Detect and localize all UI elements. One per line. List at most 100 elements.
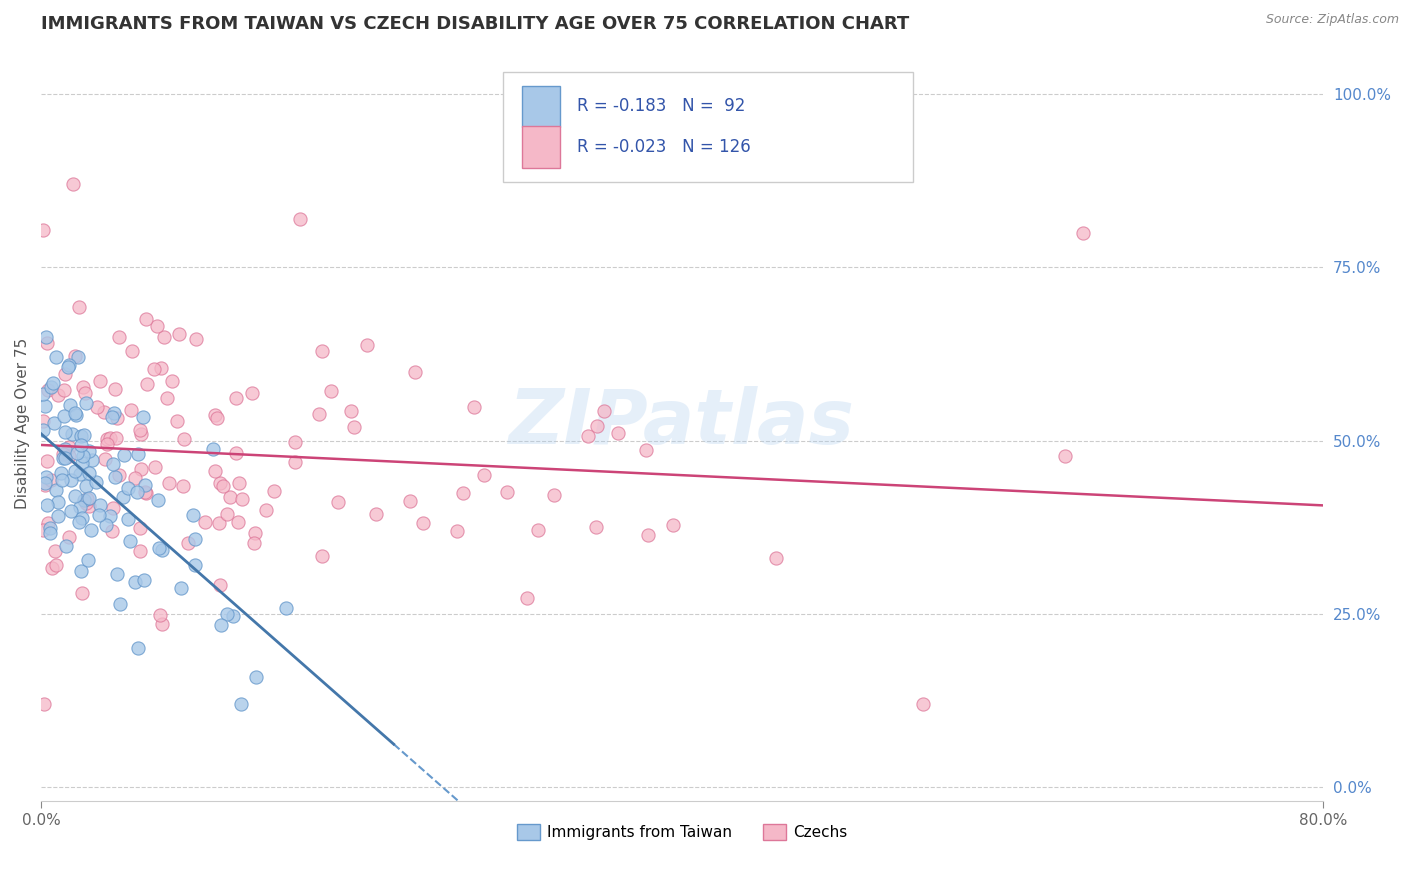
Point: [98, 431, 121, 445]
Point: [37, 454, 59, 468]
Point: [55, 540, 77, 554]
Point: [157, 476, 180, 491]
Point: [58, 440, 80, 454]
Point: [209, 578, 232, 592]
Point: [104, 470, 127, 484]
Point: [67, 351, 90, 365]
Point: [172, 479, 194, 493]
Point: [77, 466, 100, 480]
Point: [205, 411, 228, 425]
Point: [222, 609, 245, 624]
Text: R = -0.183   N =  92: R = -0.183 N = 92: [576, 97, 745, 115]
Point: [69, 500, 91, 514]
Point: [228, 476, 250, 491]
Point: [77, 491, 100, 505]
Point: [263, 483, 285, 498]
Point: [69, 438, 91, 452]
Point: [31, 423, 53, 437]
Point: [53, 451, 76, 466]
Point: [70, 456, 93, 470]
Point: [184, 332, 207, 346]
Point: [39, 521, 62, 535]
Point: [70, 585, 93, 599]
Point: [129, 544, 152, 558]
Point: [46, 387, 69, 401]
Point: [101, 524, 124, 538]
Point: [398, 494, 420, 508]
Legend: Immigrants from Taiwan, Czechs: Immigrants from Taiwan, Czechs: [510, 818, 853, 847]
Point: [42, 417, 65, 431]
Point: [472, 468, 495, 483]
Point: [111, 490, 134, 504]
Point: [225, 391, 247, 405]
Point: [65, 408, 87, 422]
Point: [127, 641, 149, 656]
Point: [135, 486, 157, 500]
Point: [94, 518, 117, 533]
Point: [86, 400, 108, 414]
Point: [404, 366, 426, 380]
Point: [46, 509, 69, 524]
Point: [319, 384, 342, 398]
Point: [31, 386, 53, 401]
Point: [77, 553, 100, 567]
Point: [65, 406, 87, 420]
Point: [201, 442, 224, 456]
Point: [366, 508, 388, 522]
Point: [52, 447, 75, 461]
Point: [225, 445, 247, 459]
Point: [93, 404, 115, 418]
Point: [662, 518, 685, 533]
Point: [101, 458, 124, 472]
Point: [59, 503, 82, 517]
Point: [75, 479, 97, 493]
Point: [53, 409, 76, 424]
Point: [166, 414, 188, 428]
Point: [128, 423, 150, 437]
Point: [103, 405, 125, 419]
Point: [243, 535, 266, 549]
Point: [104, 382, 127, 396]
Point: [65, 464, 87, 478]
Point: [75, 396, 97, 410]
Point: [120, 534, 142, 549]
Point: [593, 404, 616, 418]
Point: [143, 459, 166, 474]
Point: [59, 398, 82, 412]
Point: [229, 697, 252, 711]
Point: [65, 489, 87, 503]
Point: [107, 410, 129, 425]
Point: [193, 515, 215, 529]
Point: [576, 429, 599, 443]
Point: [84, 475, 107, 489]
Point: [209, 475, 232, 490]
Point: [87, 508, 110, 522]
Point: [35, 336, 58, 351]
Point: [177, 536, 200, 550]
Point: [167, 327, 190, 342]
Point: [89, 499, 111, 513]
Point: [134, 484, 156, 499]
Point: [152, 330, 174, 344]
FancyBboxPatch shape: [503, 72, 912, 182]
Point: [77, 443, 100, 458]
Point: [146, 493, 169, 508]
Point: [34, 478, 56, 492]
Point: [284, 455, 307, 469]
Point: [35, 329, 58, 343]
Point: [127, 447, 149, 461]
Point: [637, 527, 659, 541]
Point: [34, 475, 56, 490]
Point: [134, 574, 156, 588]
Point: [124, 471, 146, 485]
Point: [134, 477, 156, 491]
Point: [67, 301, 90, 315]
Point: [463, 400, 485, 414]
Point: [160, 374, 183, 388]
Point: [108, 329, 131, 343]
Point: [356, 338, 378, 352]
Point: [217, 607, 239, 621]
Point: [125, 485, 148, 500]
Point: [39, 473, 62, 487]
Point: [31, 223, 53, 237]
